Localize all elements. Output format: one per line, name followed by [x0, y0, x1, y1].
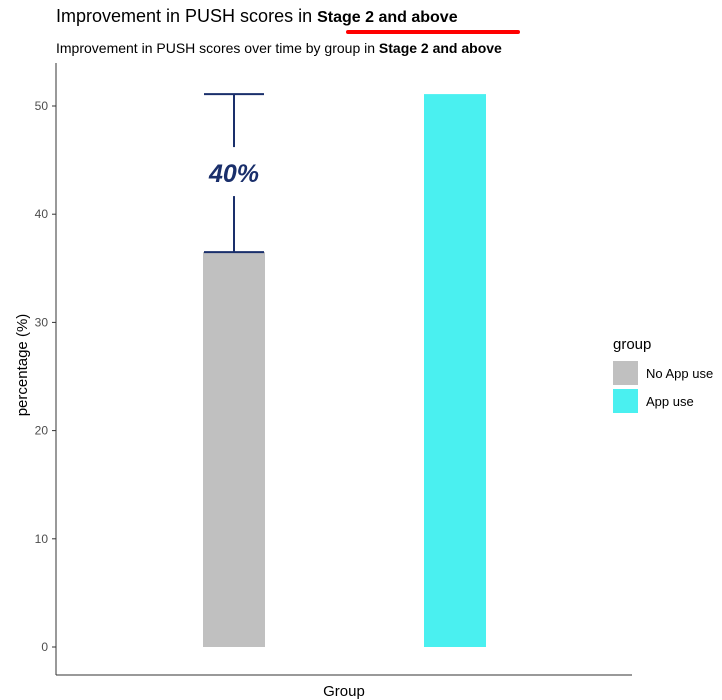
legend-item: App use: [613, 387, 713, 415]
chart-subtitle-prefix: Improvement in PUSH scores over time by …: [56, 40, 376, 56]
y-tick-label: 30: [35, 315, 49, 329]
chart-title-prefix: Improvement in PUSH scores in: [56, 6, 313, 26]
y-axis-ticks: 0 10 20 30 40 50: [35, 99, 56, 654]
legend-label: App use: [646, 393, 694, 409]
bar-no-app-use: [203, 252, 265, 647]
y-axis-label: percentage (%): [14, 314, 31, 417]
annotation-label: 40%: [208, 160, 259, 188]
chart-title-highlight: Stage 2 and above: [317, 9, 458, 26]
y-tick-label: 0: [41, 640, 48, 654]
increase-annotation: 40%: [204, 93, 264, 254]
chart-subtitle-highlight: Stage 2 and above: [378, 40, 502, 56]
y-tick-label: 40: [35, 207, 49, 221]
legend: group No App use App use: [613, 336, 713, 415]
y-tick-label: 50: [35, 99, 49, 113]
chart-title: Improvement in PUSH scores in Stage 2 an…: [56, 6, 458, 27]
y-tick-label: 20: [35, 424, 49, 438]
legend-title: group: [613, 336, 652, 353]
title-highlight-underline: [346, 30, 520, 34]
legend-key: [613, 389, 638, 413]
chart-subtitle: Improvement in PUSH scores over time by …: [56, 40, 502, 56]
bar-app-use: [424, 94, 486, 647]
legend-label: No App use: [646, 365, 714, 381]
bars: [203, 94, 486, 647]
x-axis-label: Group: [323, 683, 365, 700]
legend-key: [613, 361, 638, 385]
legend-item: No App use: [613, 359, 713, 387]
legend-items: No App use App use: [613, 359, 713, 415]
y-tick-label: 10: [35, 532, 49, 546]
